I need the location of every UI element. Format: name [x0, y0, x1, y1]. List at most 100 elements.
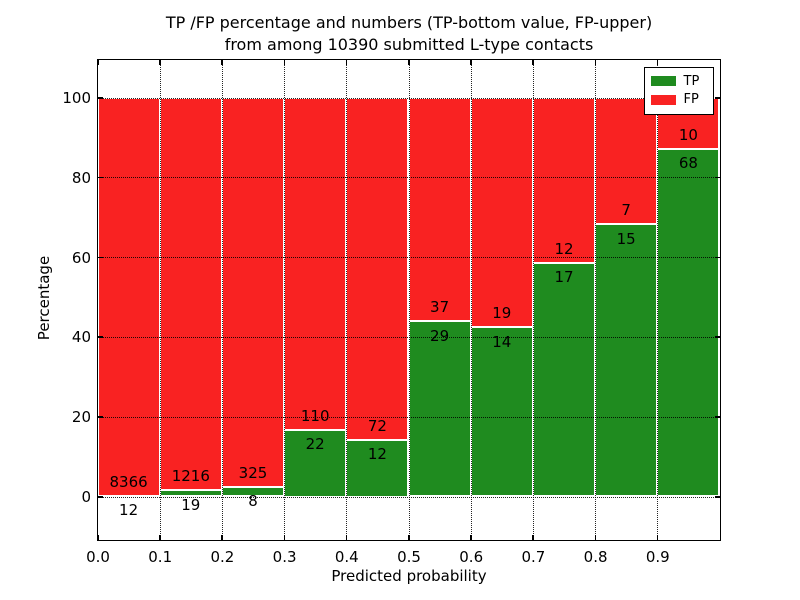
legend: TP FP: [643, 66, 714, 115]
x-tick-mark: [159, 59, 161, 65]
legend-swatch-fp: [650, 94, 676, 105]
bar-count-tp: 29: [430, 326, 450, 345]
gridline-vertical: [470, 59, 472, 540]
legend-label: FP: [683, 92, 699, 108]
bar-segment-tp: [284, 430, 347, 497]
y-tick-mark: [714, 97, 720, 99]
x-tick-mark: [532, 59, 534, 65]
x-tick-mark: [221, 534, 223, 540]
bar-count-fp: 7: [621, 201, 631, 220]
x-tick-label: 0.6: [459, 548, 484, 566]
legend-row: FP: [650, 92, 707, 108]
y-tick-label: 0: [81, 488, 91, 506]
x-tick-mark: [594, 59, 597, 65]
y-tick-mark: [714, 256, 720, 259]
x-tick-label: 0.4: [334, 548, 359, 566]
y-tick-mark: [97, 336, 103, 338]
bar-segment-fp: [221, 97, 285, 487]
bars-layer: [97, 60, 720, 540]
bar-count-tp: 12: [367, 444, 387, 463]
x-axis-label: Predicted probability: [331, 567, 487, 585]
gridline-vertical: [159, 59, 161, 540]
chart-title: TP /FP percentage and numbers (TP-bottom…: [98, 12, 720, 56]
y-tick-label: 40: [71, 328, 91, 347]
y-tick-mark: [97, 256, 103, 259]
bar-segment-fp: [284, 97, 347, 430]
y-tick-mark: [714, 336, 720, 338]
y-tick-mark: [714, 176, 720, 179]
bar-count-fp: 10: [678, 125, 698, 144]
x-tick-label: 0.3: [272, 548, 297, 566]
x-tick-mark: [221, 59, 223, 65]
x-tick-mark: [594, 534, 597, 540]
bar-segment-tp: [346, 439, 409, 497]
y-tick-label: 80: [71, 168, 91, 187]
x-tick-label: 0.1: [148, 548, 173, 566]
y-tick-mark: [97, 176, 103, 179]
x-tick-mark: [470, 534, 472, 540]
bar-count-tp: 68: [678, 154, 698, 173]
y-tick-mark: [714, 496, 720, 498]
bar-segment-tp: [532, 262, 596, 497]
x-tick-label: 0.8: [583, 548, 608, 566]
x-tick-mark: [532, 534, 534, 540]
gridline-vertical: [532, 59, 534, 540]
x-tick-mark: [159, 534, 161, 540]
x-tick-mark: [345, 534, 348, 540]
bar-count-fp: 72: [367, 416, 387, 435]
x-tick-label: 0.5: [397, 548, 421, 566]
bar-count-fp: 1216: [171, 467, 210, 486]
plot-area: 8366 12 1216 19 325 8 110 22 72 12 37 29 19 14 12 17 7 15…: [96, 58, 721, 541]
legend-swatch-tp: [650, 76, 676, 87]
bar-segment-tp: [657, 148, 720, 497]
bar-segment-fp: [532, 97, 596, 263]
gridline-vertical: [408, 59, 410, 540]
bar-segment-tp: [408, 321, 471, 497]
legend-row: TP: [650, 73, 707, 89]
grid-layer: [97, 59, 720, 540]
ticks-layer: [97, 59, 720, 540]
chart-title-line1: TP /FP percentage and numbers (TP-bottom…: [165, 13, 653, 32]
bar-segment-fp: [346, 97, 409, 440]
x-tick-mark: [408, 59, 410, 65]
x-tick-mark: [408, 534, 410, 540]
bar-count-fp: 37: [430, 298, 450, 317]
y-tick-mark: [97, 97, 103, 99]
x-tick-label: 0.9: [645, 548, 670, 566]
bar-segment-tp: [595, 224, 658, 497]
legend-label: TP: [683, 73, 700, 89]
chart-title-line2: from among 10390 submitted L-type contac…: [224, 35, 594, 54]
x-tick-mark: [470, 59, 472, 65]
bar-segment-fp: [470, 97, 533, 328]
gridline-vertical: [284, 59, 286, 540]
x-tick-mark: [283, 59, 286, 65]
x-tick-label: 0.2: [210, 548, 235, 566]
bar-count-fp: 110: [300, 407, 330, 426]
bar-count-fp: 8366: [109, 472, 148, 491]
x-tick-label: 0.0: [86, 548, 110, 566]
bar-count-tp: 15: [616, 229, 636, 248]
gridline-vertical: [595, 59, 597, 540]
y-tick-mark: [97, 496, 103, 498]
gridline-vertical: [221, 59, 223, 540]
gridline-vertical: [657, 59, 659, 540]
bar-segment-fp: [97, 97, 160, 496]
bar-count-tp: 22: [305, 435, 325, 454]
bar-segment-fp: [595, 97, 658, 225]
bar-count-tp: 14: [492, 332, 512, 351]
y-tick-mark: [97, 416, 103, 418]
bar-count-fp: 325: [238, 463, 268, 482]
x-tick-mark: [656, 534, 659, 540]
x-tick-mark: [97, 534, 99, 540]
x-tick-mark: [656, 59, 659, 65]
y-tick-label: 60: [71, 248, 91, 267]
y-tick-mark: [714, 416, 720, 418]
x-tick-label: 0.7: [521, 548, 546, 566]
gridline-vertical: [346, 59, 348, 540]
annotations-layer: 8366 12 1216 19 325 8 110 22 72 12 37 29 19 14 12 17 7 15…: [98, 60, 720, 540]
bar-count-tp: 17: [554, 267, 574, 286]
y-tick-label: 100: [62, 89, 91, 107]
bar-segment-fp: [408, 97, 471, 322]
bar-count-tp: 12: [119, 501, 139, 520]
